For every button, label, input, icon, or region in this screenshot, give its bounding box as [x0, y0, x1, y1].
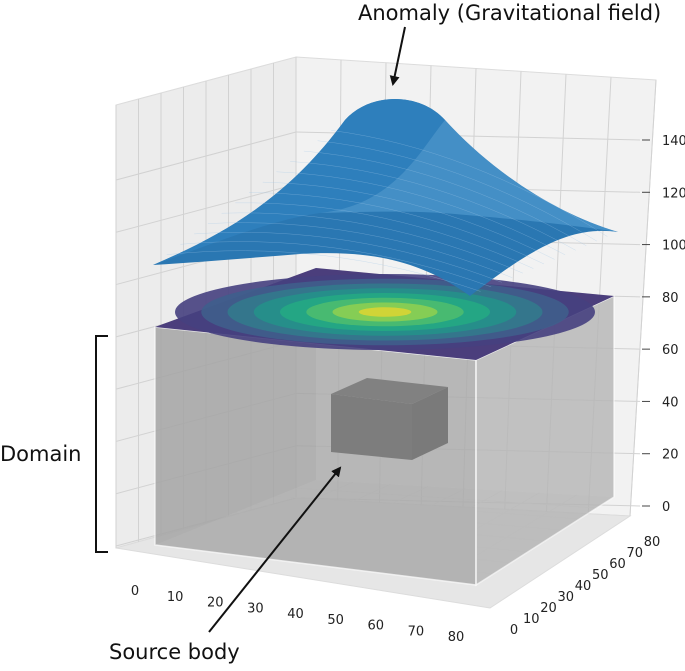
- source-label: Source body: [109, 640, 240, 664]
- grid-line: [115, 183, 297, 233]
- surface-mesh-line: [207, 222, 513, 278]
- grid-line: [629, 79, 657, 517]
- surface-mesh-line: [262, 181, 555, 260]
- z-tick-label: 0: [662, 500, 670, 515]
- surface-mesh-line: [331, 130, 608, 237]
- anomaly-arrow: [389, 26, 406, 86]
- x-tick-label: 60: [367, 619, 384, 634]
- y-tick-label: 10: [523, 612, 540, 627]
- domain-bracket: [95, 335, 108, 553]
- domain-label: Domain: [0, 442, 82, 466]
- surface-mesh-line: [180, 241, 492, 288]
- x-axis: 0 10 20 30 40 50 60 70 80: [131, 584, 464, 645]
- surface-mesh-line: [221, 212, 523, 274]
- surface-mesh-line: [194, 232, 502, 283]
- x-tick-label: 50: [327, 613, 344, 628]
- z-tick-label: 40: [662, 395, 679, 410]
- z-tick-label: 60: [662, 343, 679, 358]
- surface-mesh-line: [290, 161, 576, 251]
- y-tick-label: 80: [644, 535, 661, 550]
- domain-front-wall: [154, 326, 477, 586]
- y-tick-label: 50: [592, 568, 609, 583]
- surface-mesh-line: [276, 171, 566, 256]
- x-tick-label: 30: [247, 601, 264, 616]
- x-tick-label: 80: [448, 630, 465, 645]
- z-tick-label: 80: [662, 291, 679, 306]
- surface-mesh-line: [248, 192, 545, 265]
- contour-rings: [175, 274, 595, 350]
- surface-mesh-line: [235, 202, 534, 269]
- anomaly-label: Anomaly (Gravitational field): [358, 1, 661, 25]
- y-tick-label: 40: [575, 579, 592, 594]
- x-tick-label: 20: [207, 596, 224, 611]
- z-tick-label: 20: [662, 448, 679, 463]
- anomaly-surface: [153, 99, 618, 296]
- y-tick-label: 0: [510, 623, 518, 638]
- source-arrow: [208, 466, 342, 633]
- x-tick-label: 40: [287, 607, 304, 622]
- x-tick-label: 70: [408, 624, 425, 639]
- surface-mesh-line: [166, 250, 481, 292]
- surface-mesh-line: [317, 140, 597, 242]
- surface-mesh-line: [303, 150, 587, 246]
- z-tick-label: 140: [662, 134, 685, 149]
- contour-ring: [358, 307, 412, 317]
- y-tick-label: 20: [540, 601, 557, 616]
- z-tick-label: 100: [662, 239, 685, 254]
- y-tick-label: 60: [609, 557, 626, 572]
- x-tick-label: 10: [167, 590, 184, 605]
- z-axis: 0 20 40 60 80 100 120 140: [642, 134, 685, 515]
- x-tick-label: 0: [131, 584, 139, 599]
- grid-line: [115, 131, 297, 181]
- y-tick-label: 70: [626, 546, 643, 561]
- z-tick-label: 120: [662, 186, 685, 201]
- y-tick-label: 30: [557, 590, 574, 605]
